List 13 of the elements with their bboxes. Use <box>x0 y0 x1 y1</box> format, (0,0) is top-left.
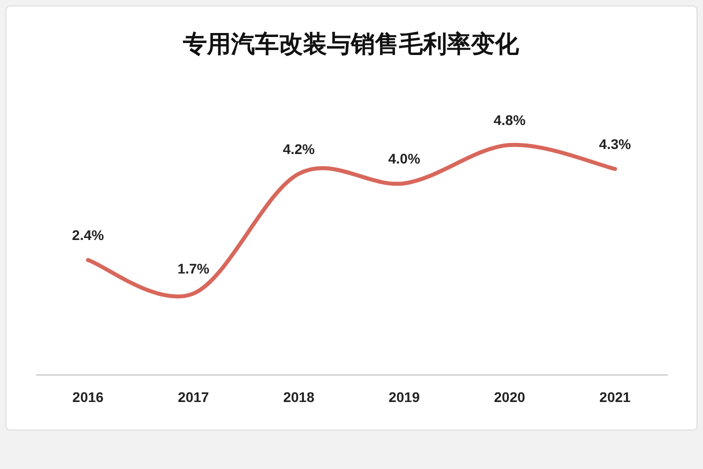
data-label: 4.8% <box>494 112 526 128</box>
x-tick-label: 2019 <box>388 389 420 405</box>
x-tick-label: 2021 <box>599 389 631 405</box>
x-tick-label: 2020 <box>494 389 526 405</box>
data-label: 4.0% <box>388 150 421 166</box>
data-label: 2.4% <box>72 227 104 243</box>
data-label: 4.3% <box>599 136 632 152</box>
data-label: 1.7% <box>177 260 210 277</box>
x-tick-label: 2017 <box>178 389 210 405</box>
x-tick-label: 2016 <box>72 389 104 405</box>
chart-title: 专用汽车改装与销售毛利率变化 <box>182 31 520 58</box>
x-tick-label: 2018 <box>283 389 315 405</box>
data-label: 4.2% <box>282 140 316 157</box>
